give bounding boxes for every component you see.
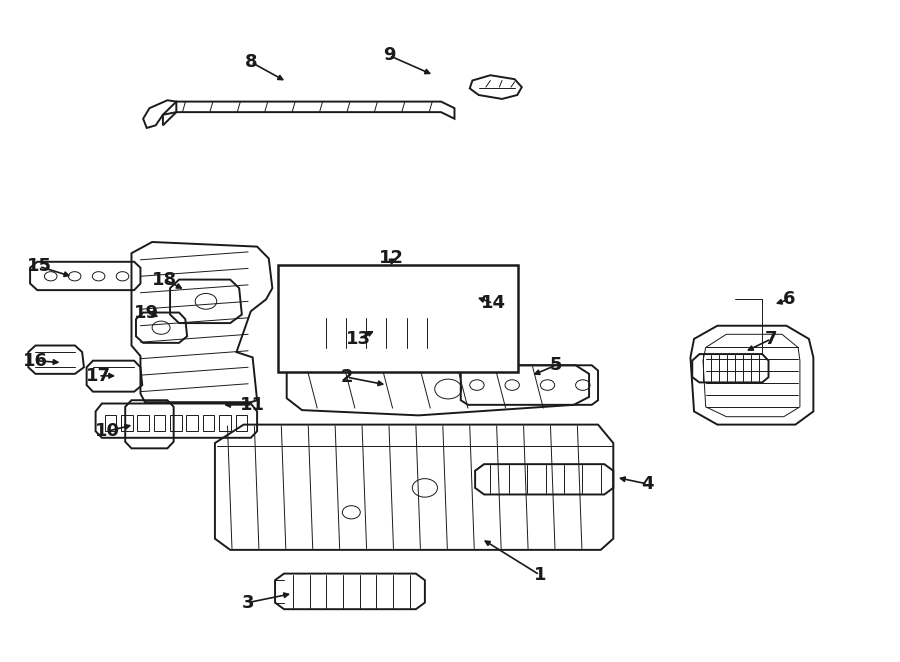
Bar bbox=[104, 414, 116, 431]
Bar bbox=[376, 287, 391, 301]
Bar bbox=[278, 265, 518, 372]
Text: 12: 12 bbox=[379, 250, 404, 267]
Text: 1: 1 bbox=[534, 566, 546, 584]
Text: 11: 11 bbox=[240, 396, 266, 414]
Bar bbox=[138, 414, 149, 431]
Bar bbox=[464, 287, 479, 301]
Bar bbox=[154, 414, 166, 431]
Text: 9: 9 bbox=[382, 46, 395, 64]
Bar bbox=[346, 287, 361, 301]
Text: 6: 6 bbox=[783, 291, 796, 308]
Bar bbox=[288, 287, 302, 301]
Text: 14: 14 bbox=[481, 295, 506, 312]
Bar bbox=[435, 287, 449, 301]
Text: 13: 13 bbox=[346, 330, 371, 348]
Bar bbox=[121, 414, 132, 431]
Text: 19: 19 bbox=[134, 304, 159, 322]
Text: 18: 18 bbox=[152, 271, 177, 289]
Text: 4: 4 bbox=[641, 475, 653, 493]
Text: 15: 15 bbox=[27, 258, 51, 275]
Bar bbox=[405, 287, 419, 301]
Bar bbox=[186, 414, 198, 431]
Text: 3: 3 bbox=[242, 594, 255, 612]
Text: 16: 16 bbox=[23, 352, 48, 369]
Text: 7: 7 bbox=[765, 330, 778, 348]
Text: 2: 2 bbox=[340, 368, 353, 386]
Bar bbox=[236, 414, 248, 431]
Text: 5: 5 bbox=[550, 356, 562, 374]
Text: 10: 10 bbox=[94, 422, 120, 440]
Bar bbox=[220, 414, 231, 431]
Bar bbox=[317, 287, 331, 301]
Bar bbox=[202, 414, 214, 431]
Bar bbox=[170, 414, 182, 431]
Text: 17: 17 bbox=[86, 367, 111, 385]
Text: 8: 8 bbox=[245, 53, 257, 71]
